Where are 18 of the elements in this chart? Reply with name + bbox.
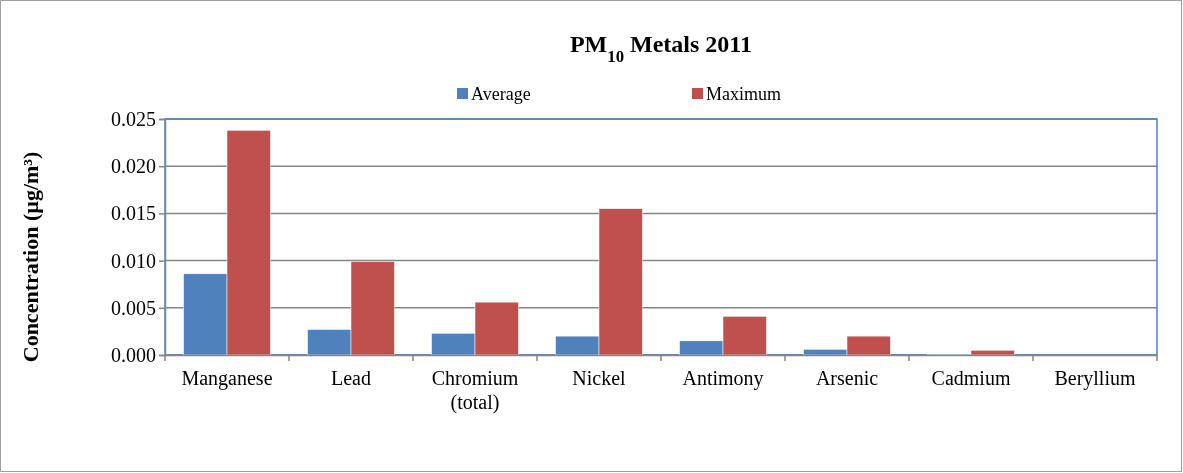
- y-tick-label: 0.020: [111, 155, 156, 178]
- y-tick-label: 0.010: [111, 249, 156, 272]
- y-tick-label: 0.000: [111, 343, 156, 366]
- x-tick-label: Manganese: [181, 367, 273, 390]
- chart-title: PM$_{10}$ Metals 2011: [569, 31, 753, 66]
- x-tick-label: Lead: [331, 367, 371, 389]
- legend-label: Maximum: [706, 84, 781, 104]
- x-tick-label: Beryllium: [1054, 367, 1136, 390]
- x-tick-label: Cadmium: [931, 367, 1011, 389]
- y-tick-label: 0.025: [111, 107, 156, 130]
- x-tick-label: Antimony: [682, 367, 764, 390]
- x-tick-label: Arsenic: [815, 367, 879, 389]
- legend-label: Average: [471, 84, 531, 104]
- y-tick-label: 0.005: [111, 296, 156, 319]
- x-tick-label: Nickel: [572, 367, 627, 389]
- y-tick-label: 0.015: [111, 202, 156, 225]
- x-tick-label: Chromium (total): [431, 367, 519, 414]
- y-axis-title: Concentration (µg/m³): [18, 151, 43, 363]
